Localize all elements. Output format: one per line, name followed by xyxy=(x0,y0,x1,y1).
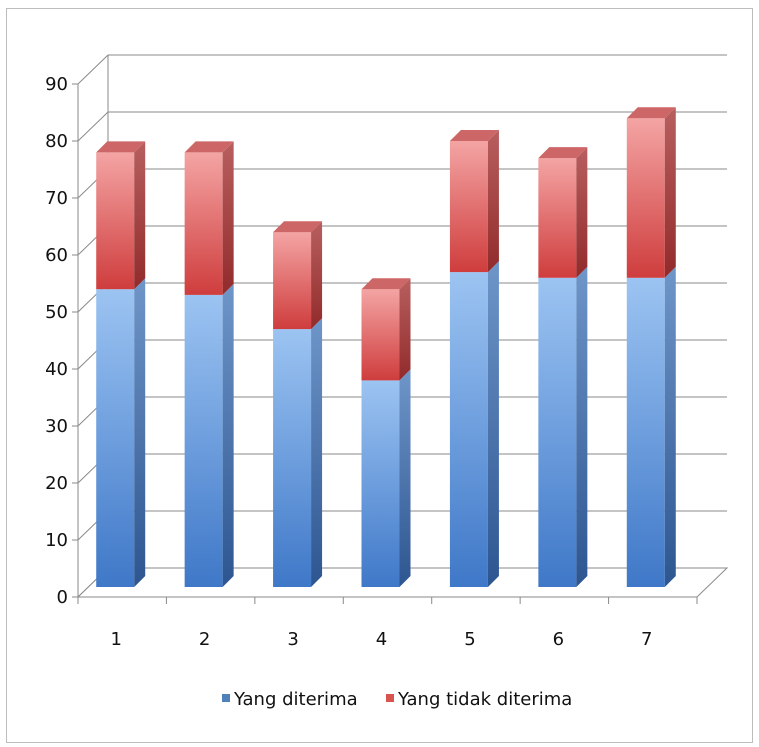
x-tick-label-2: 2 xyxy=(199,629,210,650)
bar-3-yang-diterima xyxy=(273,329,312,587)
bar-1-top xyxy=(96,141,146,153)
x-axis-tick-labels: 1 2 3 4 5 6 7 xyxy=(110,629,652,650)
bar-2-yang-tidak-diterima xyxy=(184,152,223,295)
bar-3-yang-tidak-diterima-side xyxy=(311,221,323,330)
bar-5-yang-diterima-side xyxy=(487,261,499,587)
bar-1-yang-tidak-diterima xyxy=(96,152,135,290)
bar-5-yang-tidak-diterima-side xyxy=(487,130,499,273)
legend-label-yang-diterima: Yang diterima xyxy=(233,689,358,710)
bar-group-2 xyxy=(184,141,234,587)
bar-1-yang-diterima-side xyxy=(134,278,146,587)
bar-2-yang-diterima xyxy=(184,294,223,587)
bar-7-top xyxy=(626,107,676,119)
legend: Yang diterima Yang tidak diterima xyxy=(222,689,572,710)
x-tick-label-1: 1 xyxy=(110,629,121,650)
x-tick-label-3: 3 xyxy=(287,629,298,650)
bar-3-top xyxy=(273,221,323,233)
bar-5-yang-diterima xyxy=(449,272,488,587)
bar-7-yang-diterima-side xyxy=(664,266,676,587)
gridline-side xyxy=(77,111,109,142)
bar-4-top xyxy=(361,278,411,290)
bar-group-7 xyxy=(626,107,676,587)
legend-swatch-yang-tidak-diterima xyxy=(386,694,394,702)
y-tick-label: 30 xyxy=(45,416,68,437)
bar-6-yang-tidak-diterima xyxy=(538,158,577,278)
legend-item-yang-tidak-diterima: Yang tidak diterima xyxy=(386,689,572,710)
bar-2-yang-tidak-diterima-side xyxy=(222,141,234,295)
legend-item-yang-diterima: Yang diterima xyxy=(222,689,358,710)
bar-group-1 xyxy=(96,141,146,587)
x-tick-label-6: 6 xyxy=(553,629,564,650)
gridline-side xyxy=(77,54,109,85)
bar-1-yang-tidak-diterima-side xyxy=(134,141,146,290)
bar-6-top xyxy=(538,147,588,159)
bar-4-yang-diterima xyxy=(361,380,400,587)
x-tick-label-5: 5 xyxy=(464,629,475,650)
bar-4-yang-tidak-diterima xyxy=(361,289,400,381)
bar-3-yang-diterima-side xyxy=(311,318,323,587)
bars xyxy=(96,107,676,587)
bar-4-yang-diterima-side xyxy=(399,369,411,587)
legend-label-yang-tidak-diterima: Yang tidak diterima xyxy=(397,689,572,710)
bar-2-yang-diterima-side xyxy=(222,283,234,587)
y-axis-tick-labels: 0 10 20 30 40 50 60 70 80 90 xyxy=(45,74,68,608)
y-tick-label: 60 xyxy=(45,245,68,266)
y-tick-label: 80 xyxy=(45,131,68,152)
bar-7-yang-tidak-diterima-side xyxy=(664,107,676,278)
bar-7-yang-tidak-diterima xyxy=(626,118,665,278)
bar-5-top xyxy=(449,130,499,141)
y-tick-label: 20 xyxy=(45,473,68,494)
y-tick-label: 0 xyxy=(57,587,68,608)
bar-6-yang-diterima xyxy=(538,277,577,587)
bar-1-yang-diterima xyxy=(96,289,135,587)
y-tick-label: 50 xyxy=(45,302,68,323)
x-tick-label-7: 7 xyxy=(641,629,652,650)
bar-7-yang-diterima xyxy=(626,277,665,587)
y-tick-label: 70 xyxy=(45,188,68,209)
y-tick-label: 90 xyxy=(45,74,68,95)
bar-group-5 xyxy=(449,130,499,587)
legend-swatch-yang-diterima xyxy=(222,694,230,702)
bar-5-yang-tidak-diterima xyxy=(449,141,488,273)
bar-6-yang-diterima-side xyxy=(576,266,588,587)
bar-group-3 xyxy=(273,221,323,587)
x-tick-label-4: 4 xyxy=(376,629,387,650)
y-tick-label: 40 xyxy=(45,359,68,380)
bar-6-yang-tidak-diterima-side xyxy=(576,147,588,278)
bar-group-6 xyxy=(538,147,588,587)
bar-group-4 xyxy=(361,278,411,587)
bar-3-yang-tidak-diterima xyxy=(273,232,312,330)
bar-4-yang-tidak-diterima-side xyxy=(399,278,411,381)
y-tick-label: 10 xyxy=(45,530,68,551)
bar-2-top xyxy=(184,141,234,153)
